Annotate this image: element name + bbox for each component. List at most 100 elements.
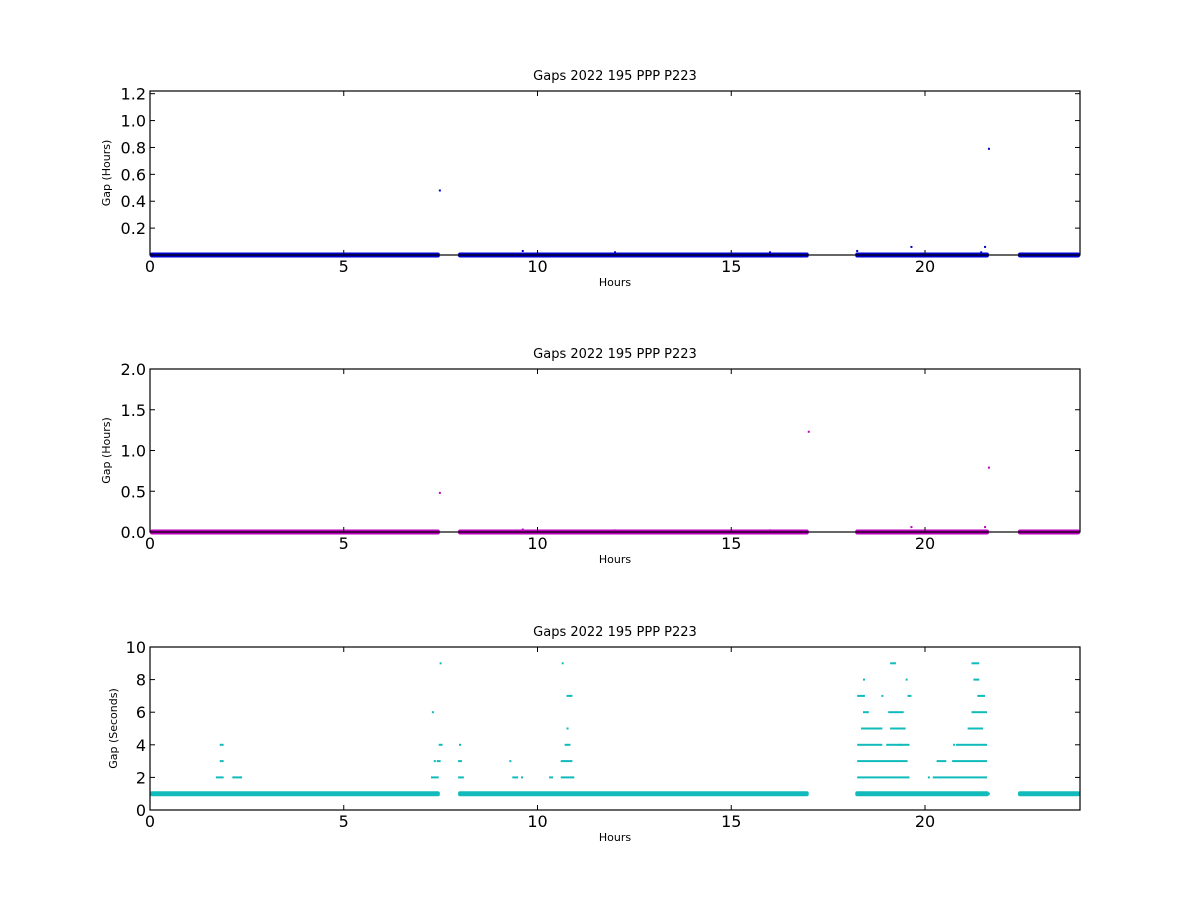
x-tick-label: 0: [145, 812, 155, 831]
data-point: [438, 189, 441, 192]
y-tick-label: 0.8: [121, 138, 146, 157]
baseline-run: [1018, 791, 1080, 797]
data-segment: [936, 760, 947, 763]
x-tick-label: 20: [915, 534, 935, 553]
data-segment: [967, 727, 984, 730]
chart-panel-2: 0 5 10 15 20 0.0 0.5 1.0 1.5 2.0 Gaps 2022 195 PPP…: [100, 347, 1081, 566]
data-point: [987, 147, 990, 150]
x-tick-label: 5: [339, 534, 349, 553]
y-axis-label: Gap (Hours): [100, 140, 113, 207]
data-segment: [952, 760, 987, 763]
x-axis-label: Hours: [599, 831, 631, 844]
data-segment: [857, 743, 883, 746]
data-segment: [430, 776, 439, 779]
data-segment: [863, 711, 869, 714]
data-point: [898, 743, 901, 746]
data-point: [439, 662, 442, 665]
x-tick-label: 5: [339, 812, 349, 831]
data-segment: [886, 743, 910, 746]
chart-title: Gaps 2022 195 PPP P223: [533, 69, 697, 84]
data-point: [984, 245, 987, 248]
data-segment: [560, 776, 575, 779]
data-segment: [971, 711, 987, 714]
x-axis-label: Hours: [599, 553, 631, 566]
data-segment: [932, 776, 987, 779]
data-segment: [890, 727, 906, 730]
data-segment: [973, 678, 980, 681]
data-point: [856, 249, 859, 252]
chart-title: Gaps 2022 195 PPP P223: [533, 347, 697, 362]
data-segment: [977, 694, 986, 697]
data-segment: [436, 760, 441, 763]
data-segment: [233, 776, 242, 779]
data-segment: [564, 743, 571, 746]
y-tick-label: 1.5: [121, 401, 146, 420]
data-point: [769, 529, 771, 532]
data-point: [927, 776, 930, 779]
chart-panel-1: 0 5 10 15 20 0.2 0.4 0.6 0.8 1.0 1.2 Gaps 2022 195 …: [100, 69, 1081, 289]
data-point: [431, 711, 434, 714]
x-tick-label: 10: [527, 257, 547, 276]
data-point: [521, 776, 523, 779]
data-segment: [905, 678, 908, 681]
data-segment: [566, 694, 573, 697]
baseline-run: [150, 791, 440, 797]
data-marks: [150, 147, 1080, 258]
y-tick-label: 1.2: [121, 85, 146, 104]
plot-frame: [149, 90, 1081, 256]
data-point: [984, 526, 987, 529]
data-segment: [861, 727, 883, 730]
data-point: [910, 245, 913, 248]
y-axis-label: Gap (Hours): [100, 417, 113, 484]
data-segment: [512, 776, 519, 779]
data-segment: [560, 760, 573, 763]
y-axis-label: Gap (Seconds): [107, 688, 120, 769]
data-point: [769, 251, 771, 254]
data-segment: [458, 760, 462, 763]
x-tick-label: 20: [915, 257, 935, 276]
data-point: [881, 694, 884, 697]
y-tick-label: 0.6: [121, 165, 146, 184]
data-point: [557, 252, 560, 255]
data-segment: [971, 662, 980, 665]
y-tick-label: 10: [126, 638, 146, 657]
data-point: [521, 528, 524, 531]
data-point: [521, 249, 524, 252]
data-segment: [857, 760, 908, 763]
data-marks: [150, 430, 1080, 535]
baseline-run: [855, 791, 989, 797]
data-point: [873, 727, 876, 730]
data-segment: [219, 760, 224, 763]
y-tick-label: 8: [136, 671, 146, 690]
y-tick-label: 1.0: [121, 442, 146, 461]
data-point: [987, 466, 990, 469]
plot-frame: [149, 368, 1081, 533]
data-point: [953, 743, 956, 746]
data-segment: [566, 727, 569, 730]
data-point: [614, 251, 616, 254]
y-tick-label: 2.0: [121, 360, 146, 379]
chart-panel-3: 0 5 10 15 20 0 2 4 6 8 10 Gaps 2022 195 PPP P223 Hou…: [107, 625, 1081, 844]
data-point: [614, 529, 616, 532]
data-point: [807, 430, 810, 433]
x-tick-label: 20: [915, 812, 935, 831]
data-segment: [857, 694, 865, 697]
x-tick-label: 0: [145, 257, 155, 276]
x-axis-label: Hours: [599, 276, 631, 289]
data-segment: [956, 743, 987, 746]
data-point: [433, 760, 436, 763]
y-tick-label: 0.0: [121, 523, 146, 542]
y-tick-label: 4: [136, 736, 146, 755]
y-tick-label: 0.5: [121, 482, 146, 501]
chart-title: Gaps 2022 195 PPP P223: [533, 625, 697, 640]
x-tick-label: 15: [721, 257, 741, 276]
data-point: [232, 776, 235, 779]
data-marks: [150, 662, 1080, 797]
x-tick-label: 5: [339, 257, 349, 276]
data-segment: [857, 776, 910, 779]
y-tick-label: 6: [136, 703, 146, 722]
data-segment: [438, 743, 443, 746]
x-tick-label: 0: [145, 534, 155, 553]
data-segment: [888, 711, 904, 714]
